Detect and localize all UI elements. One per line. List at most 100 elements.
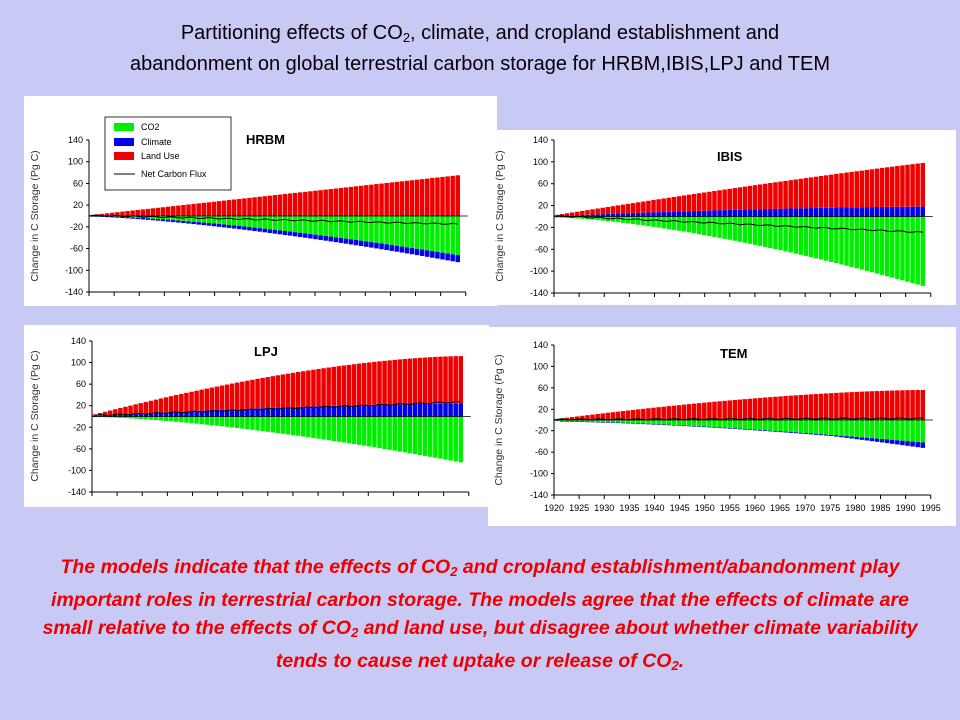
co2-bar <box>245 416 250 430</box>
climate-bar <box>174 411 179 417</box>
co2-bar <box>353 216 359 240</box>
climate-bar <box>165 219 171 222</box>
land-use-bar <box>854 171 859 208</box>
climate-bar <box>148 413 154 417</box>
climate-bar <box>229 409 235 417</box>
co2-bar <box>308 216 313 235</box>
land-use-bar <box>813 176 819 208</box>
land-use-bar <box>559 214 565 216</box>
co2-bar <box>656 420 661 425</box>
climate-bar <box>387 404 392 417</box>
climate-bar <box>793 208 799 217</box>
climate-bar <box>282 230 288 235</box>
co2-bar <box>686 420 692 426</box>
co2-bar <box>358 216 364 241</box>
climate-bar <box>788 432 793 433</box>
land-use-bar <box>727 400 732 420</box>
climate-bar <box>661 424 666 426</box>
land-use-bar <box>615 411 621 420</box>
land-use-bar <box>282 193 288 216</box>
climate-bar <box>237 225 242 230</box>
co2-bar <box>450 216 455 255</box>
land-use-bar <box>890 166 895 207</box>
land-use-bar <box>905 390 910 420</box>
co2-bar <box>257 216 262 229</box>
land-use-bar <box>656 407 661 420</box>
climate-bar <box>343 238 349 244</box>
co2-bar <box>915 216 920 285</box>
land-use-bar <box>316 368 321 407</box>
land-use-bar <box>661 406 666 420</box>
climate-bar <box>321 406 326 417</box>
climate-bar <box>803 208 809 217</box>
land-use-bar <box>783 396 788 420</box>
land-use-bar <box>115 212 120 216</box>
land-use-bar <box>311 369 316 407</box>
land-use-bar <box>298 192 303 216</box>
climate-bar <box>369 242 374 248</box>
climate-bar <box>686 211 692 217</box>
climate-bar <box>717 427 722 429</box>
y-tick-label: 100 <box>533 157 548 167</box>
climate-bar <box>168 412 174 417</box>
y-tick-label: 100 <box>71 358 86 368</box>
co2-bar <box>900 420 905 441</box>
climate-bar <box>580 214 585 217</box>
climate-bar <box>377 404 382 417</box>
land-use-bar <box>308 191 313 216</box>
land-use-bar <box>99 213 105 216</box>
climate-bar <box>818 434 824 436</box>
land-use-bar <box>394 181 400 216</box>
land-use-bar <box>252 197 257 216</box>
land-use-bar <box>158 398 164 413</box>
title-text: Partitioning effects of CO <box>180 22 403 44</box>
climate-bar <box>651 212 656 217</box>
climate-bar <box>348 239 354 245</box>
co2-bar <box>600 420 605 423</box>
land-use-bar <box>707 402 712 420</box>
climate-bar <box>214 410 220 417</box>
climate-bar <box>737 209 743 217</box>
climate-bar <box>920 206 926 217</box>
co2-bar <box>788 420 793 433</box>
land-use-bar <box>580 415 585 420</box>
climate-bar <box>186 221 191 224</box>
co2-bar <box>231 216 237 226</box>
co2-bar <box>458 416 464 463</box>
climate-bar <box>374 242 379 249</box>
land-use-bar <box>234 382 240 410</box>
land-use-bar <box>834 173 839 208</box>
co2-bar <box>338 216 344 238</box>
climate-bar <box>455 255 461 263</box>
y-tick-label: -100 <box>530 266 548 276</box>
co2-bar <box>874 216 880 274</box>
co2-bar <box>895 420 900 441</box>
bars-group <box>89 175 461 263</box>
co2-bar <box>260 416 265 432</box>
climate-bar <box>666 211 672 217</box>
co2-bar <box>834 216 839 264</box>
land-use-bar <box>120 211 125 216</box>
climate-bar <box>823 434 829 436</box>
land-use-bar <box>813 394 819 420</box>
land-use-bar <box>353 186 359 216</box>
land-use-bar <box>209 387 215 411</box>
ibis-chart: 140 100 60 20 -20 -60 -100 -140 Change in C Stor… <box>494 135 933 298</box>
co2-bar <box>752 216 758 245</box>
climate-bar <box>323 235 328 241</box>
land-use-bar <box>435 177 440 216</box>
climate-bar <box>133 413 138 417</box>
land-use-bar <box>397 359 403 405</box>
land-use-bar <box>204 388 210 411</box>
land-use-bar <box>448 356 453 404</box>
co2-bar <box>783 216 788 252</box>
land-use-bar <box>666 197 672 212</box>
land-use-bar <box>676 196 682 212</box>
co2-bar <box>763 216 768 247</box>
land-use-bar <box>226 200 232 216</box>
co2-bar <box>727 216 732 240</box>
land-use-bar <box>686 404 692 420</box>
land-use-bar <box>620 411 626 420</box>
land-use-bar <box>184 392 189 412</box>
y-tick-label: 100 <box>533 361 548 371</box>
